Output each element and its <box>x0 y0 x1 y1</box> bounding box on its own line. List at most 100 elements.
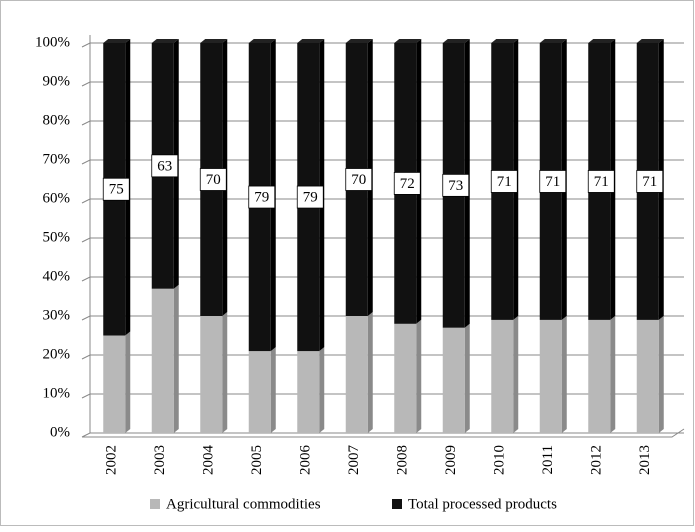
bar <box>345 316 368 433</box>
x-tick-label: 2012 <box>589 445 605 475</box>
bar-side <box>610 315 616 433</box>
data-label: 79 <box>303 189 318 205</box>
grid-line <box>81 393 684 399</box>
bar-top <box>442 39 470 43</box>
data-label: 72 <box>400 176 415 192</box>
data-label: 71 <box>497 174 512 190</box>
legend-label: Total processed products <box>408 496 557 512</box>
bar <box>151 288 174 433</box>
data-label-box <box>636 170 664 193</box>
bar-side <box>367 312 373 433</box>
data-label-box <box>296 185 324 209</box>
grid-line <box>81 81 684 87</box>
bar-top <box>200 39 228 43</box>
x-tick-label: 2004 <box>201 445 217 476</box>
data-label-box <box>393 171 421 195</box>
x-tick-label: 2011 <box>540 445 556 474</box>
x-tick-label: 2013 <box>637 445 653 475</box>
bar-side <box>222 312 228 433</box>
data-label: 73 <box>448 178 463 194</box>
y-tick-label: 60% <box>43 190 71 206</box>
y-tick-label: 20% <box>43 346 71 362</box>
bar <box>636 319 659 433</box>
bar-side <box>464 323 470 433</box>
grid-line <box>81 276 684 282</box>
bar-top <box>345 39 373 43</box>
data-label: 75 <box>109 182 124 198</box>
y-tick-label: 70% <box>43 151 71 167</box>
y-tick-label: 30% <box>43 307 71 323</box>
grid-line <box>81 432 684 438</box>
floor <box>82 428 685 438</box>
x-tick-label: 2002 <box>104 445 120 475</box>
grid-line <box>81 159 684 165</box>
bar-top <box>248 39 276 43</box>
y-tick-label: 90% <box>43 73 71 89</box>
grid-line <box>81 120 684 126</box>
data-label-box <box>248 185 276 209</box>
bar-top <box>394 39 422 43</box>
data-label-box <box>151 154 179 178</box>
grid-line <box>81 42 684 48</box>
data-label-box <box>587 170 615 193</box>
data-label: 70 <box>206 172 221 188</box>
bar-top <box>491 39 519 43</box>
bar-side <box>270 347 276 433</box>
grid-line <box>81 237 684 243</box>
bar <box>103 335 126 433</box>
data-label: 71 <box>545 174 560 190</box>
bar <box>442 327 465 433</box>
bar-top <box>539 39 567 43</box>
x-tick-label: 2009 <box>443 445 459 475</box>
x-tick-label: 2007 <box>346 445 362 476</box>
x-tick-label: 2008 <box>395 445 411 475</box>
bar-top <box>151 39 179 43</box>
bar <box>539 319 562 433</box>
bar <box>491 319 514 433</box>
bar <box>200 316 223 433</box>
legend-label: Agricultural commodities <box>166 496 321 512</box>
data-label-box <box>199 168 227 191</box>
bar-top <box>103 39 131 43</box>
data-label: 71 <box>594 174 609 190</box>
bar <box>394 323 417 433</box>
bar-top <box>588 39 616 43</box>
y-tick-label: 80% <box>43 112 71 128</box>
grid-line <box>81 198 684 204</box>
bar <box>588 319 611 433</box>
bar-side <box>173 284 179 433</box>
data-label-box <box>102 177 130 201</box>
bar-side <box>513 315 519 433</box>
y-tick-label: 50% <box>43 229 71 245</box>
data-label: 71 <box>642 174 657 190</box>
data-label-box <box>442 173 470 197</box>
grid-line <box>81 354 684 360</box>
y-tick-label: 40% <box>43 268 71 284</box>
x-tick-label: 2005 <box>249 445 265 475</box>
data-label-box <box>539 170 567 193</box>
data-label: 79 <box>254 189 269 205</box>
legend-swatch <box>392 499 402 509</box>
x-tick-label: 2006 <box>298 445 314 476</box>
bar-top <box>636 39 664 43</box>
bar-side <box>416 319 422 433</box>
y-tick-label: 0% <box>50 424 70 440</box>
bar <box>297 351 320 433</box>
x-tick-label: 2003 <box>152 445 168 475</box>
data-label: 63 <box>157 158 172 174</box>
y-tick-label: 100% <box>35 34 70 50</box>
data-label-box <box>345 168 373 191</box>
grid-line <box>81 315 684 321</box>
x-tick-label: 2010 <box>492 445 508 475</box>
y-tick-label: 10% <box>43 385 71 401</box>
bar-top <box>297 39 325 43</box>
bar <box>248 351 271 433</box>
bar-side <box>319 347 325 433</box>
bar-side <box>125 331 131 433</box>
data-label: 70 <box>351 172 366 188</box>
bar-side <box>561 315 567 433</box>
legend-swatch <box>150 499 160 509</box>
data-label-box <box>490 170 518 193</box>
bar-side <box>658 315 664 433</box>
